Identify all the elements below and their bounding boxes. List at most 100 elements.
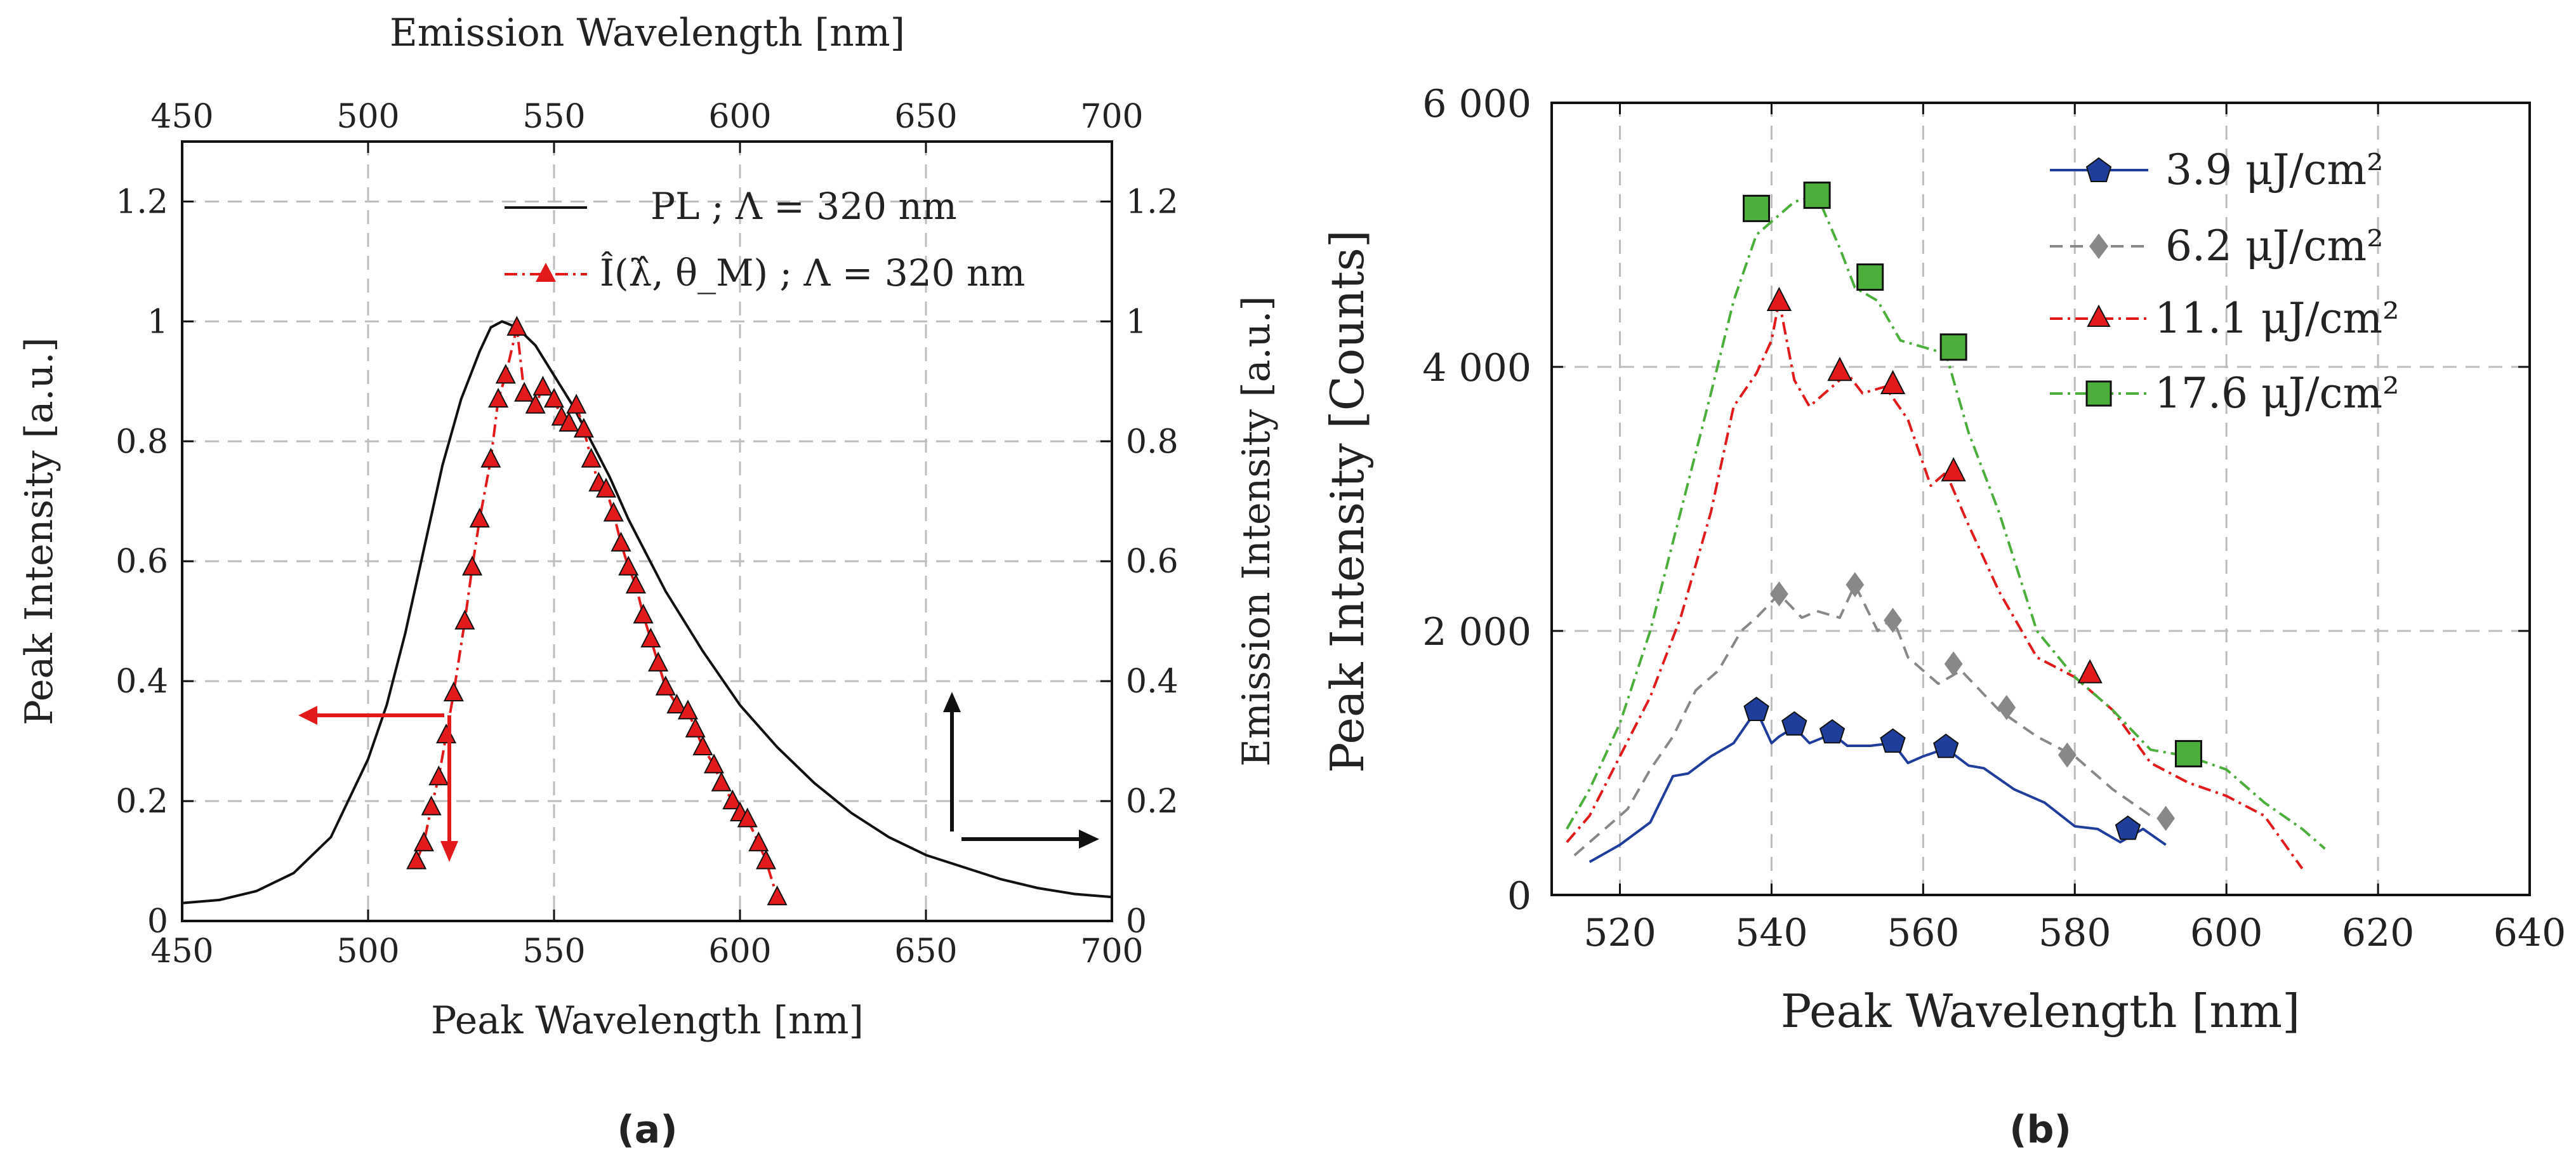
data-point-b-2 [1880, 369, 1906, 395]
data-point-a-1 [748, 831, 769, 852]
x-axis-label-a: Peak Wavelength [nm] [431, 998, 864, 1043]
data-point-a-1 [462, 555, 483, 576]
series-line-b-1 [1573, 583, 2151, 857]
data-point-a-1 [648, 651, 669, 672]
data-point-a-1 [737, 807, 758, 828]
y-axis-label-a: Peak Intensity [a.u.] [17, 337, 62, 725]
x-axis-label-b: Peak Wavelength [nm] [1781, 984, 2300, 1038]
data-point-b-2 [2077, 659, 2103, 684]
y2-axis-label-a: Emission Intensity [a.u.] [1234, 296, 1279, 767]
data-point-b-3 [1743, 194, 1771, 222]
x-tick-label-b: 620 [2342, 911, 2415, 955]
data-point-a-1 [711, 771, 732, 792]
data-point-a-1 [633, 604, 654, 624]
legend-b-marker-17-6 [2085, 380, 2112, 407]
data-point-a-1 [655, 675, 676, 696]
x2-tick-label-a: 700 [1080, 98, 1143, 136]
data-point-a-1 [543, 387, 565, 408]
data-point-a-1 [573, 418, 594, 438]
data-point-b-0 [1743, 696, 1769, 721]
legend-a: PL ; Λ = 320 nm Î(λ̂, θ_M) ; Λ = 320 nm [505, 185, 1025, 295]
x-tick-label-a: 650 [894, 932, 957, 971]
y-tick-label-a: 0.2 [116, 783, 168, 821]
data-point-a-1 [480, 447, 501, 468]
data-point-b-0 [1933, 733, 1959, 759]
y2-tick-label-a: 0.6 [1126, 543, 1179, 581]
data-point-a-1 [525, 394, 546, 414]
left-axis-arrow-head [298, 706, 317, 725]
data-point-b-1 [1997, 694, 2016, 720]
y-tick-label-a: 1.2 [116, 183, 168, 221]
x-tick-label-b: 640 [2493, 911, 2566, 955]
y2-tick-label-a: 1.2 [1126, 183, 1179, 221]
data-point-b-0 [2115, 815, 2141, 840]
data-point-b-1 [1846, 572, 1865, 597]
y-tick-label-b: 6 000 [1422, 82, 1531, 126]
data-point-a-1 [443, 681, 464, 702]
data-point-b-2 [1766, 286, 1792, 311]
data-point-a-1 [558, 411, 579, 432]
data-point-b-2 [1827, 357, 1853, 381]
y2-tick-label-a: 0 [1126, 903, 1147, 941]
data-point-b-3 [2174, 739, 2202, 767]
y-tick-label-a: 0.6 [116, 543, 168, 581]
legend-b-marker-3-9 [2085, 157, 2112, 182]
data-point-b-3 [1803, 182, 1831, 209]
series-line-b-0 [1589, 708, 2167, 863]
y-tick-label-a: 0 [147, 903, 168, 941]
chart-b: 520 540 560 580 600 620 640 0 2 000 4 000 6 000 Pe… [1321, 82, 2566, 1152]
x2-tick-label-a: 600 [708, 98, 771, 136]
x-tick-label-b: 540 [1735, 911, 1808, 955]
data-point-a-1 [703, 753, 725, 774]
legend-a-label-pl: PL ; Λ = 320 nm [651, 185, 957, 228]
data-point-a-1 [767, 885, 788, 906]
data-point-a-1 [406, 849, 427, 870]
legend-b-label-3-9: 3.9 μJ/cm² [2165, 145, 2384, 194]
panel-label-a: (a) [617, 1108, 677, 1152]
legend-b-label-17-6: 17.6 μJ/cm² [2155, 369, 2400, 418]
data-point-a-1 [514, 381, 535, 402]
data-point-a-1 [755, 849, 777, 870]
x-tick-label-b: 560 [1887, 911, 1960, 955]
legend-a-marker-intensity [536, 263, 556, 282]
data-point-a-1 [685, 717, 706, 738]
legend-a-label-intensity: Î(λ̂, θ_M) ; Λ = 320 nm [600, 251, 1025, 295]
legend-b-marker-6-2 [2089, 234, 2108, 259]
x-tick-label-b: 600 [2190, 911, 2263, 955]
y2-tick-label-a: 0.2 [1126, 783, 1179, 821]
legend-b: 3.9 μJ/cm² 6.2 μJ/cm² 11.1 μJ/cm² 17.6 μ… [2050, 145, 2400, 418]
y-axis-label-b: Peak Intensity [Counts] [1321, 230, 1374, 773]
data-point-a-1 [495, 364, 516, 384]
data-point-a-1 [488, 387, 509, 408]
data-point-a-1 [566, 394, 587, 414]
data-point-b-0 [1819, 719, 1846, 744]
data-point-a-1 [469, 507, 490, 528]
right-axis-arrow-head [1079, 830, 1099, 849]
x2-tick-label-a: 550 [522, 98, 585, 136]
series-line-a-1 [415, 326, 779, 898]
data-point-b-0 [1880, 728, 1906, 753]
down-arrow-red-head [440, 841, 458, 862]
x2-tick-label-a: 500 [336, 98, 399, 136]
y2-tick-label-a: 0.4 [1126, 663, 1179, 701]
x-tick-label-a: 600 [708, 932, 771, 971]
data-point-a-1 [603, 501, 624, 522]
data-point-a-1 [611, 531, 631, 552]
series-line-a-0 [182, 320, 1113, 904]
x-tick-label-b: 580 [2038, 911, 2111, 955]
data-point-a-1 [454, 609, 475, 630]
plot-frame-b [1550, 102, 2531, 896]
axis-assignment-arrows [298, 692, 1099, 862]
data-point-a-1 [421, 795, 442, 816]
x-tick-label-b: 520 [1583, 911, 1656, 955]
x-tick-label-a: 500 [336, 932, 399, 971]
data-point-a-1 [625, 573, 646, 594]
data-point-b-3 [1939, 333, 1967, 361]
data-point-a-1 [506, 315, 527, 336]
data-point-a-1 [428, 765, 449, 786]
legend-b-marker-11-1 [2087, 304, 2111, 327]
x-tick-label-a: 450 [150, 932, 213, 971]
data-point-a-1 [436, 723, 457, 744]
